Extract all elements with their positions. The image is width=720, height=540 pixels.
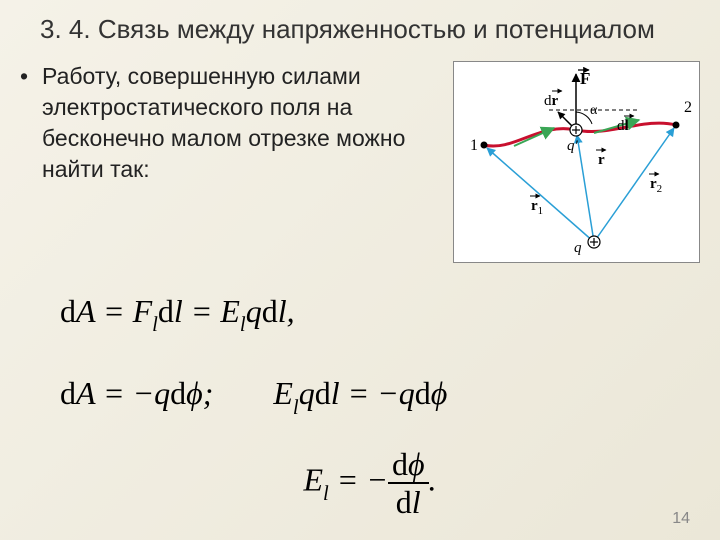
formula-1: dA = Fldl = Elqdl, bbox=[60, 293, 680, 335]
formula-2a: dA = −qdϕ; bbox=[60, 375, 213, 417]
slide-title: 3. 4. Связь между напряженностью и потен… bbox=[0, 0, 720, 51]
label-2: 2 bbox=[684, 99, 692, 116]
label-alpha: α bbox=[590, 103, 598, 118]
label-F: F bbox=[580, 69, 590, 88]
label-dr: dr bbox=[544, 93, 559, 109]
vector-r bbox=[577, 135, 594, 242]
vector-r1 bbox=[487, 148, 594, 242]
formula-3: El = −dϕdl. bbox=[60, 448, 680, 518]
point-1 bbox=[481, 142, 488, 149]
label-dl: dl bbox=[617, 118, 629, 134]
point-2 bbox=[673, 122, 680, 129]
vector-dl-left bbox=[514, 128, 554, 146]
label-r2: r2 bbox=[650, 176, 662, 195]
bullet-text: Работу, совершенную силами электростатич… bbox=[42, 61, 443, 185]
label-1: 1 bbox=[470, 137, 478, 154]
label-r1: r1 bbox=[531, 198, 543, 217]
page-number: 14 bbox=[672, 510, 690, 528]
formula-2b: Elqdl = −qdϕ bbox=[273, 375, 447, 417]
vector-diagram: 1 2 F dr α dl q′ r r1 r2 q bbox=[453, 61, 700, 263]
label-r: r bbox=[598, 152, 605, 168]
content-row: • Работу, совершенную силами электростат… bbox=[0, 51, 720, 263]
diagram-svg: 1 2 F dr α dl q′ r r1 r2 q bbox=[454, 62, 699, 262]
formula-area: dA = Fldl = Elqdl, dA = −qdϕ; Elqdl = −q… bbox=[0, 263, 720, 518]
label-qprime: q′ bbox=[567, 138, 579, 154]
label-q: q bbox=[574, 240, 582, 256]
bullet-marker: • bbox=[20, 61, 42, 185]
bullet-text-block: • Работу, совершенную силами электростат… bbox=[20, 61, 453, 263]
